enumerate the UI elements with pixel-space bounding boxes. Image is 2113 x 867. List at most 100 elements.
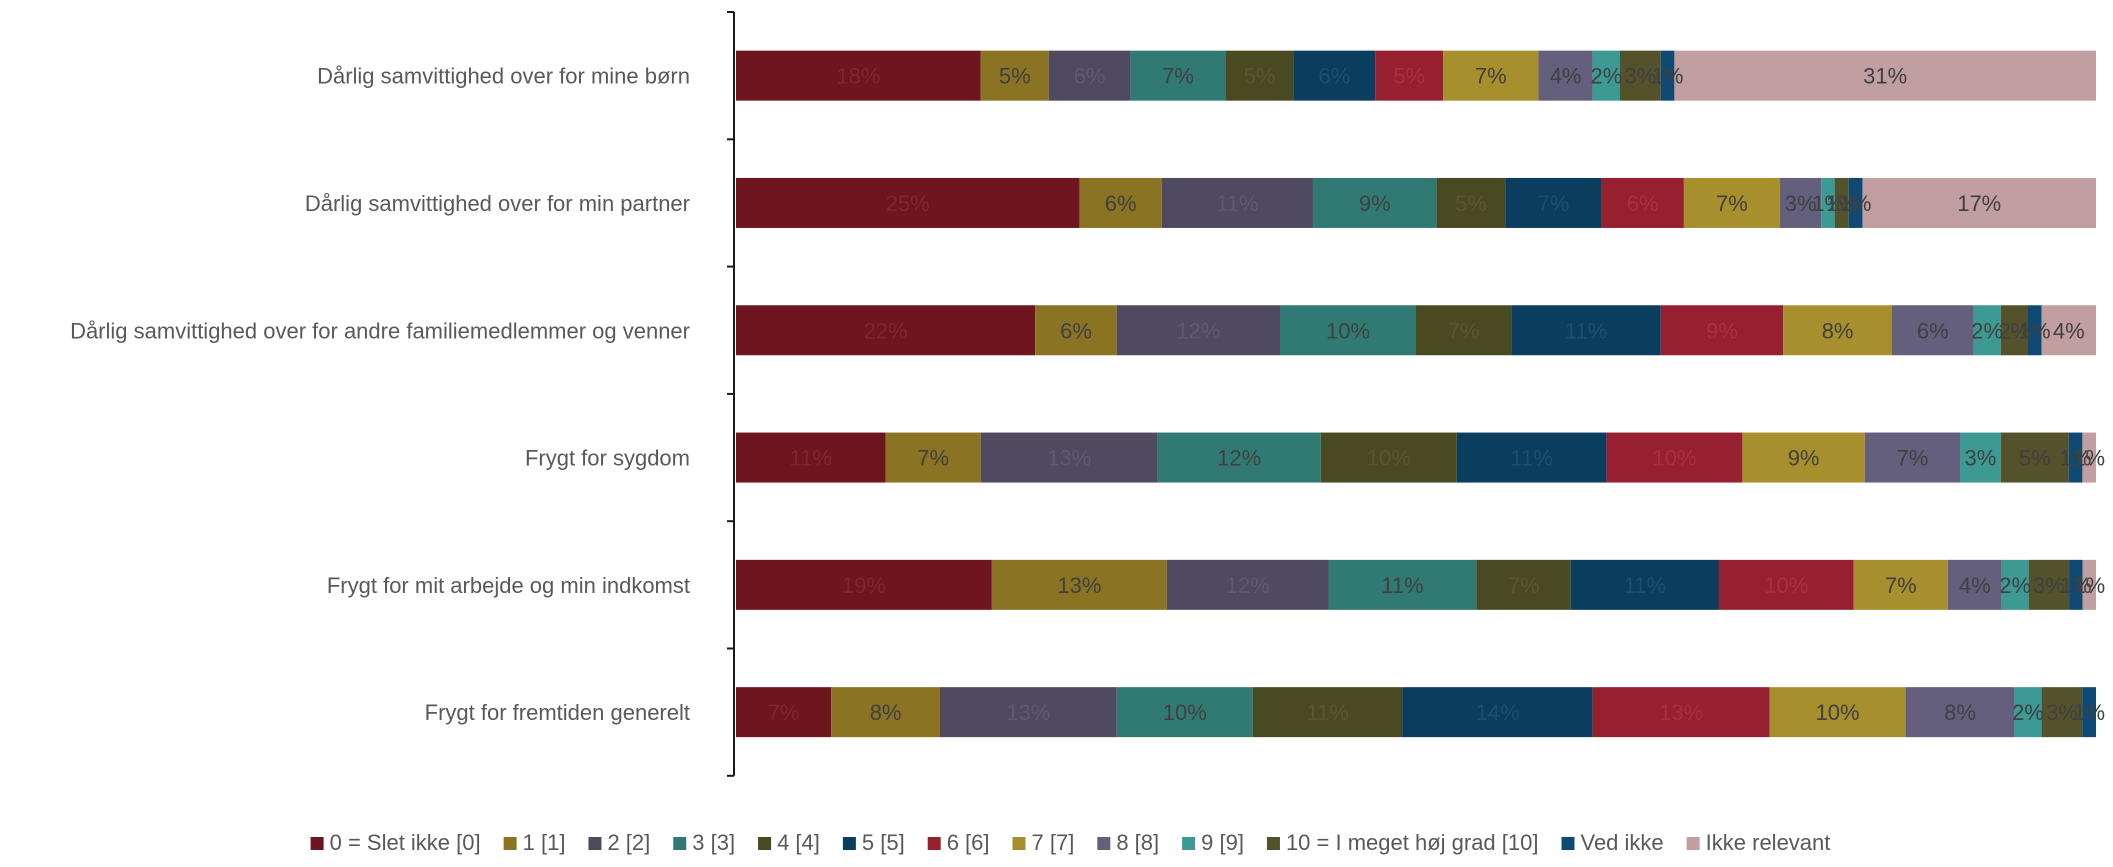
bar-segment bbox=[2041, 687, 2083, 738]
data-label: 6% bbox=[1627, 191, 1659, 216]
data-label: 11% bbox=[1381, 573, 1423, 598]
category-labels: Dårlig samvittighed over for mine børn Då… bbox=[70, 64, 690, 726]
bar-segment bbox=[1375, 50, 1444, 101]
data-label: 6% bbox=[1060, 318, 1092, 343]
data-label: 11% bbox=[1510, 446, 1552, 471]
data-label: 6% bbox=[1074, 64, 1106, 89]
bar-segment bbox=[1864, 432, 1960, 483]
bar-segment bbox=[1780, 177, 1822, 228]
bar-segment bbox=[831, 687, 940, 738]
bar-segment bbox=[2068, 432, 2083, 483]
bar-segment bbox=[1718, 559, 1854, 610]
legend-swatch bbox=[1182, 837, 1196, 850]
bar-segment bbox=[1116, 305, 1280, 356]
data-label: 4% bbox=[1550, 64, 1582, 89]
data-label: 19% bbox=[842, 573, 886, 598]
bar-segment bbox=[2041, 305, 2096, 356]
data-label: 3% bbox=[1785, 191, 1817, 216]
data-label: 7% bbox=[1508, 573, 1540, 598]
data-label: 22% bbox=[864, 318, 908, 343]
legend-label: 3 [3] bbox=[692, 830, 735, 855]
data-label: 7% bbox=[917, 446, 949, 471]
data-label: 11% bbox=[1624, 573, 1666, 598]
legend-swatch bbox=[503, 837, 517, 850]
data-label: 9% bbox=[1706, 318, 1738, 343]
data-label: 3% bbox=[1965, 446, 1997, 471]
bar-segment bbox=[1742, 432, 1865, 483]
category-axis bbox=[727, 11, 735, 777]
legend-label: 5 [5] bbox=[862, 830, 905, 855]
bar-segment bbox=[1048, 50, 1131, 101]
data-label: 5% bbox=[1244, 64, 1276, 89]
legend-label: 7 [7] bbox=[1032, 830, 1075, 855]
data-label: 7% bbox=[1897, 446, 1929, 471]
bar-segment bbox=[1505, 177, 1602, 228]
legend-swatch bbox=[1097, 837, 1111, 850]
data-label: 1% bbox=[1840, 191, 1872, 216]
data-label: 8% bbox=[870, 700, 902, 725]
data-label: 13% bbox=[1057, 573, 1101, 598]
data-label: 13% bbox=[1659, 700, 1703, 725]
category-label: Frygt for sygdom bbox=[525, 446, 690, 471]
legend-swatch bbox=[673, 837, 687, 850]
bar-segment bbox=[2082, 687, 2096, 738]
bar-segment bbox=[1660, 305, 1784, 356]
data-label: 12% bbox=[1217, 446, 1261, 471]
legend-swatch bbox=[758, 837, 772, 850]
bar-segment bbox=[2000, 432, 2069, 483]
bar-segment bbox=[1416, 305, 1512, 356]
bar-segment bbox=[1328, 559, 1477, 610]
data-label: 10% bbox=[1764, 573, 1808, 598]
bar-segment bbox=[736, 687, 832, 738]
data-label: 4% bbox=[2053, 318, 2085, 343]
bar-segment bbox=[2014, 687, 2042, 738]
bar-segment bbox=[991, 559, 1167, 610]
bar-segment bbox=[1674, 50, 2096, 101]
data-label: 25% bbox=[886, 191, 930, 216]
data-label: 9% bbox=[1788, 446, 1820, 471]
data-label: 31% bbox=[1863, 64, 1907, 89]
legend-label: 4 [4] bbox=[777, 830, 820, 855]
legend-label: 6 [6] bbox=[947, 830, 990, 855]
bar-segment bbox=[1157, 432, 1321, 483]
bars bbox=[736, 50, 2096, 738]
data-label: 1% bbox=[2073, 573, 2105, 598]
data-label: 2% bbox=[1971, 318, 2003, 343]
category-label: Dårlig samvittighed over for andre famil… bbox=[70, 318, 690, 343]
bar-segment bbox=[736, 432, 886, 483]
data-label: 10% bbox=[1163, 700, 1207, 725]
data-label: 2% bbox=[1591, 64, 1623, 89]
data-label: 7% bbox=[1475, 64, 1507, 89]
category-label: Frygt for mit arbejde og min indkomst bbox=[327, 573, 690, 598]
bar-segment bbox=[1312, 177, 1437, 228]
legend-label: Ved ikke bbox=[1580, 830, 1663, 855]
bar-segment bbox=[2069, 559, 2083, 610]
data-label: 10% bbox=[1816, 700, 1860, 725]
bar-segment bbox=[1592, 687, 1770, 738]
category-label: Frygt for fremtiden generelt bbox=[425, 700, 690, 725]
data-label: 2% bbox=[1999, 573, 2031, 598]
bar-segment bbox=[1456, 432, 1607, 483]
bar-segment bbox=[1783, 305, 1892, 356]
bar-segment bbox=[980, 432, 1158, 483]
bar-segment bbox=[1601, 177, 1684, 228]
bar-segment bbox=[1620, 50, 1661, 101]
bar-segment bbox=[1947, 559, 2002, 610]
data-label: 1% bbox=[2060, 573, 2092, 598]
legend-label: 0 = Slet ikke [0] bbox=[330, 830, 481, 855]
data-label: 13% bbox=[1006, 700, 1050, 725]
bar-segment bbox=[1892, 305, 1974, 356]
bar-segment bbox=[1402, 687, 1593, 738]
bar-segment bbox=[2028, 559, 2070, 610]
legend-swatch bbox=[927, 837, 941, 850]
legend-swatch bbox=[310, 837, 324, 850]
data-label: 17% bbox=[1957, 191, 2001, 216]
data-label: 1% bbox=[1652, 64, 1684, 89]
legend-label: Ikke relevant bbox=[1706, 830, 1831, 855]
data-label: 7% bbox=[768, 700, 800, 725]
data-label: 5% bbox=[1393, 64, 1425, 89]
data-label: 1% bbox=[2073, 700, 2105, 725]
bar-segment bbox=[2028, 305, 2042, 356]
bar-segment bbox=[736, 177, 1080, 228]
